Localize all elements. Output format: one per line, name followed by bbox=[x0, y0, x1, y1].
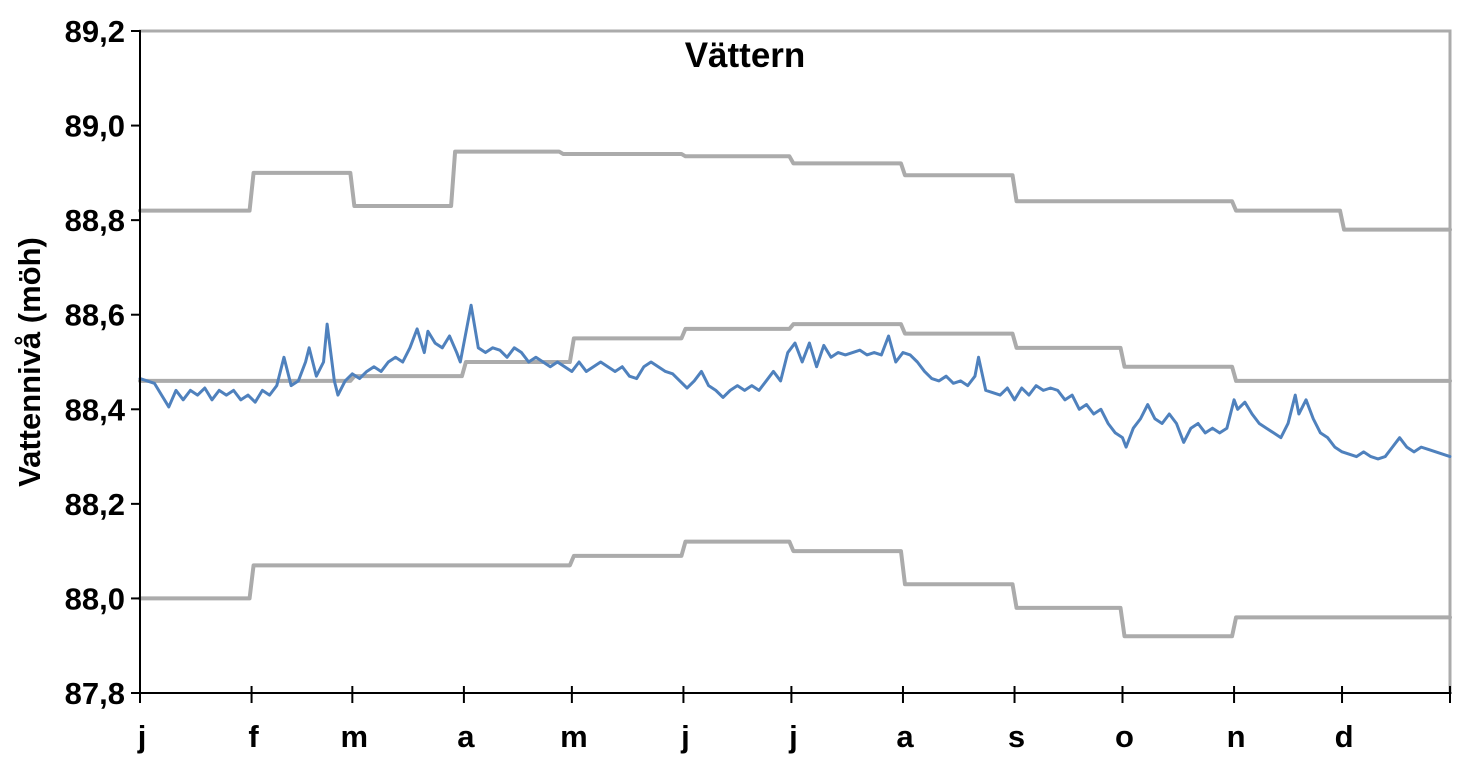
x-tick-label: m bbox=[341, 719, 369, 754]
y-tick-label: 87,8 bbox=[65, 676, 125, 711]
y-tick-label: 88,2 bbox=[65, 487, 125, 522]
middle-guide-line bbox=[138, 322, 1452, 383]
y-tick-label: 88,6 bbox=[65, 298, 125, 333]
x-tick-label: j bbox=[788, 719, 798, 754]
y-tick-label: 88,4 bbox=[65, 392, 126, 427]
y-tick-label: 88,0 bbox=[65, 581, 125, 616]
x-tick-label: s bbox=[1008, 719, 1025, 754]
water-level-line bbox=[138, 303, 1452, 461]
y-tick-label: 89,2 bbox=[65, 14, 125, 49]
x-tick-label: j bbox=[680, 719, 690, 754]
upper-bound-line bbox=[138, 149, 1452, 232]
y-tick-label: 89,0 bbox=[65, 109, 125, 144]
x-tick-label: n bbox=[1227, 719, 1246, 754]
x-tick-label: d bbox=[1335, 719, 1354, 754]
x-tick-label: f bbox=[248, 719, 259, 754]
lower-bound-line bbox=[138, 539, 1452, 639]
x-tick-label: a bbox=[457, 719, 475, 754]
y-tick-label: 88,8 bbox=[65, 203, 125, 238]
x-tick-label: a bbox=[896, 719, 914, 754]
chart-title: Vättern bbox=[684, 36, 806, 75]
x-tick-label: m bbox=[560, 719, 588, 754]
x-tick-label: o bbox=[1115, 719, 1134, 754]
x-tick-label: j bbox=[137, 719, 147, 754]
